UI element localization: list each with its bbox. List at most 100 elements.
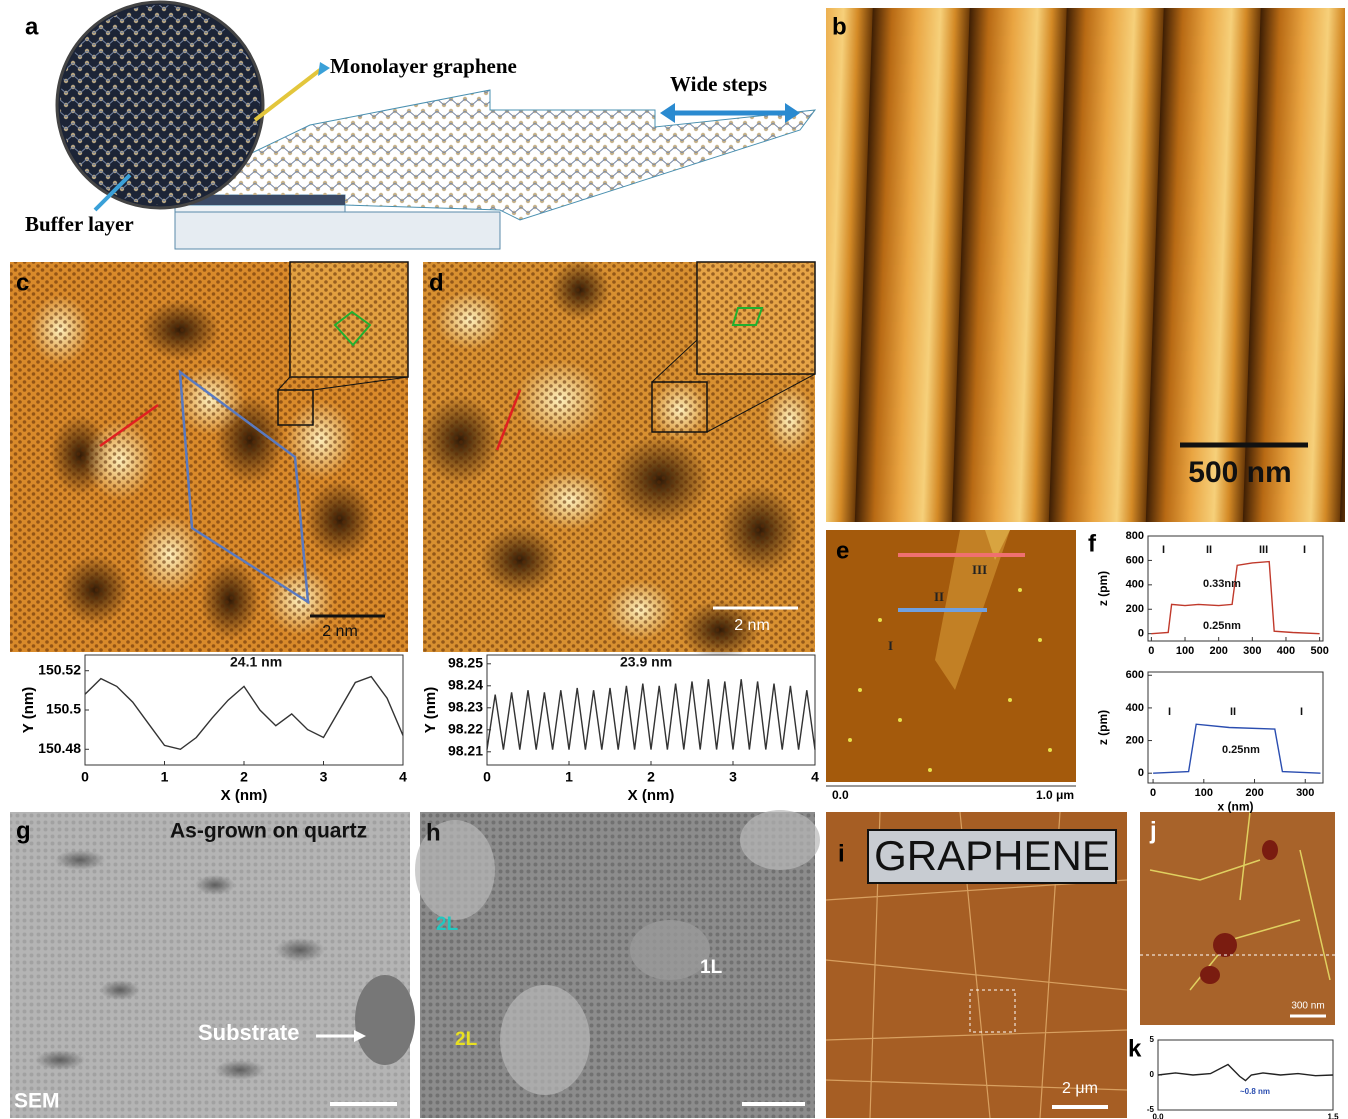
y-tick-label: 600 [1126,669,1144,681]
x-tick-label: 1 [565,768,573,784]
line [486,679,816,750]
x-tick-label: 3 [729,768,737,784]
panel-label: j [1149,817,1157,844]
plot-frame [1147,535,1324,642]
x-tick-label: 0 [1150,787,1156,799]
x-tick-label: 4 [811,768,819,784]
y-axis-label: Y (nm) [20,687,37,733]
y-tick-label: 200 [1126,734,1144,746]
y-tick-label: 0 [1150,1070,1155,1079]
panel-h: 2L 1L 2L h [415,810,820,1118]
panel-g: Substrate As-grown on quartz SEM g [10,812,415,1118]
x-tick-label: 100 [1195,787,1213,799]
annotation: ~0.8 nm [1240,1087,1270,1096]
y-tick-label: 150.52 [38,661,81,677]
panel-b: 500 nm b [826,8,1345,522]
x-tick-label: 400 [1277,645,1295,657]
x-tick-label: 1 [161,768,169,784]
y-tick-label: 98.21 [448,743,483,759]
x-tick-label: 200 [1245,787,1263,799]
scale-label: 500 nm [1188,456,1291,489]
y-tick-label: 0 [1138,767,1144,779]
panel-i: GRAPHENE 2 μm i [825,811,1128,1119]
annotation: 24.1 nm [230,654,282,670]
y-tick-label: 400 [1126,702,1144,714]
panel-label: k [1128,1035,1142,1062]
panel-label: g [16,817,31,844]
x-tick-label: 0 [1148,645,1154,657]
line [1151,560,1320,635]
y-tick-label: 150.48 [38,740,81,756]
panel-label: c [16,269,29,296]
annotation: SEM [14,1090,60,1113]
y-tick-label: 5 [1150,1035,1155,1044]
annotation: 0.33nm [1203,578,1241,590]
annotation: Buffer layer [25,212,134,236]
x-tick-label: 0.0 [1152,1112,1164,1119]
word: GRAPHENE [874,832,1110,879]
scale-label: 2 nm [322,623,358,640]
y-tick-label: 600 [1126,554,1144,566]
layer-label: 2L [455,1029,478,1050]
panel-e: III II I 0.0 1.0 μm e [826,530,1076,802]
annotation: Wide steps [670,72,767,96]
annotation: 0.25nm [1222,744,1260,756]
axis-label: 1.0 μm [1036,788,1074,802]
scale-label: 2 nm [734,617,770,634]
y-tick-label: 400 [1126,579,1144,591]
layer-label: 1L [700,957,723,978]
panel-label: a [25,13,39,40]
annotation: As-grown on quartz [170,820,367,843]
annotation: I [1303,544,1306,556]
y-tick-label: 98.24 [448,677,483,693]
panel-label: e [836,537,849,564]
plot-frame [84,654,404,766]
layer-label: 2L [436,914,459,935]
x-tick-label: 2 [647,768,655,784]
annotation: I [1168,706,1171,718]
annotation: I [1162,544,1165,556]
y-tick-label: 150.5 [46,701,81,717]
annotation: I [1300,706,1303,718]
x-axis-label: x (nm) [1218,799,1254,813]
panel-label: f [1088,530,1097,557]
x-tick-label: 300 [1243,645,1261,657]
annotation: II [1206,544,1212,556]
y-tick-label: -5 [1147,1105,1155,1114]
x-tick-label: 0 [81,768,89,784]
x-tick-label: 3 [320,768,328,784]
panel-label: i [838,840,845,867]
annotation: Monolayer graphene [330,54,517,78]
panel-label: b [832,13,847,40]
panel-a: a Monolayer graphene Wide steps Buffer l… [25,0,817,250]
line [1153,723,1321,774]
scale-label: 300 nm [1291,1001,1324,1012]
line [84,675,404,751]
y-tick-label: 98.22 [448,721,483,737]
y-tick-label: 800 [1126,530,1144,542]
y-axis-label: z (pm) [1096,710,1110,745]
x-tick-label: 2 [240,768,248,784]
region-label: II [934,589,944,604]
y-tick-label: 200 [1126,603,1144,615]
x-tick-label: 1.5 [1327,1112,1339,1119]
x-tick-label: 500 [1310,645,1328,657]
y-axis-label: Y (nm) [422,687,439,733]
x-axis-label: X (nm) [221,787,268,804]
x-axis-label: X (nm) [628,787,675,804]
panel-label: h [426,819,441,846]
scale-label: 2 μm [1062,1080,1098,1097]
annotation: Substrate [198,1020,299,1045]
x-tick-label: 4 [399,768,407,784]
panel-label: d [429,269,444,296]
axis-label: 0.0 [832,788,849,802]
y-tick-label: 0 [1138,628,1144,640]
annotation: 0.25nm [1203,620,1241,632]
x-tick-label: 0 [483,768,491,784]
panel-c: 2 nm c [10,261,409,690]
panel-d: 2 nm d [420,260,816,695]
region-label: I [888,638,893,653]
x-tick-label: 200 [1209,645,1227,657]
region-label: III [972,562,987,577]
